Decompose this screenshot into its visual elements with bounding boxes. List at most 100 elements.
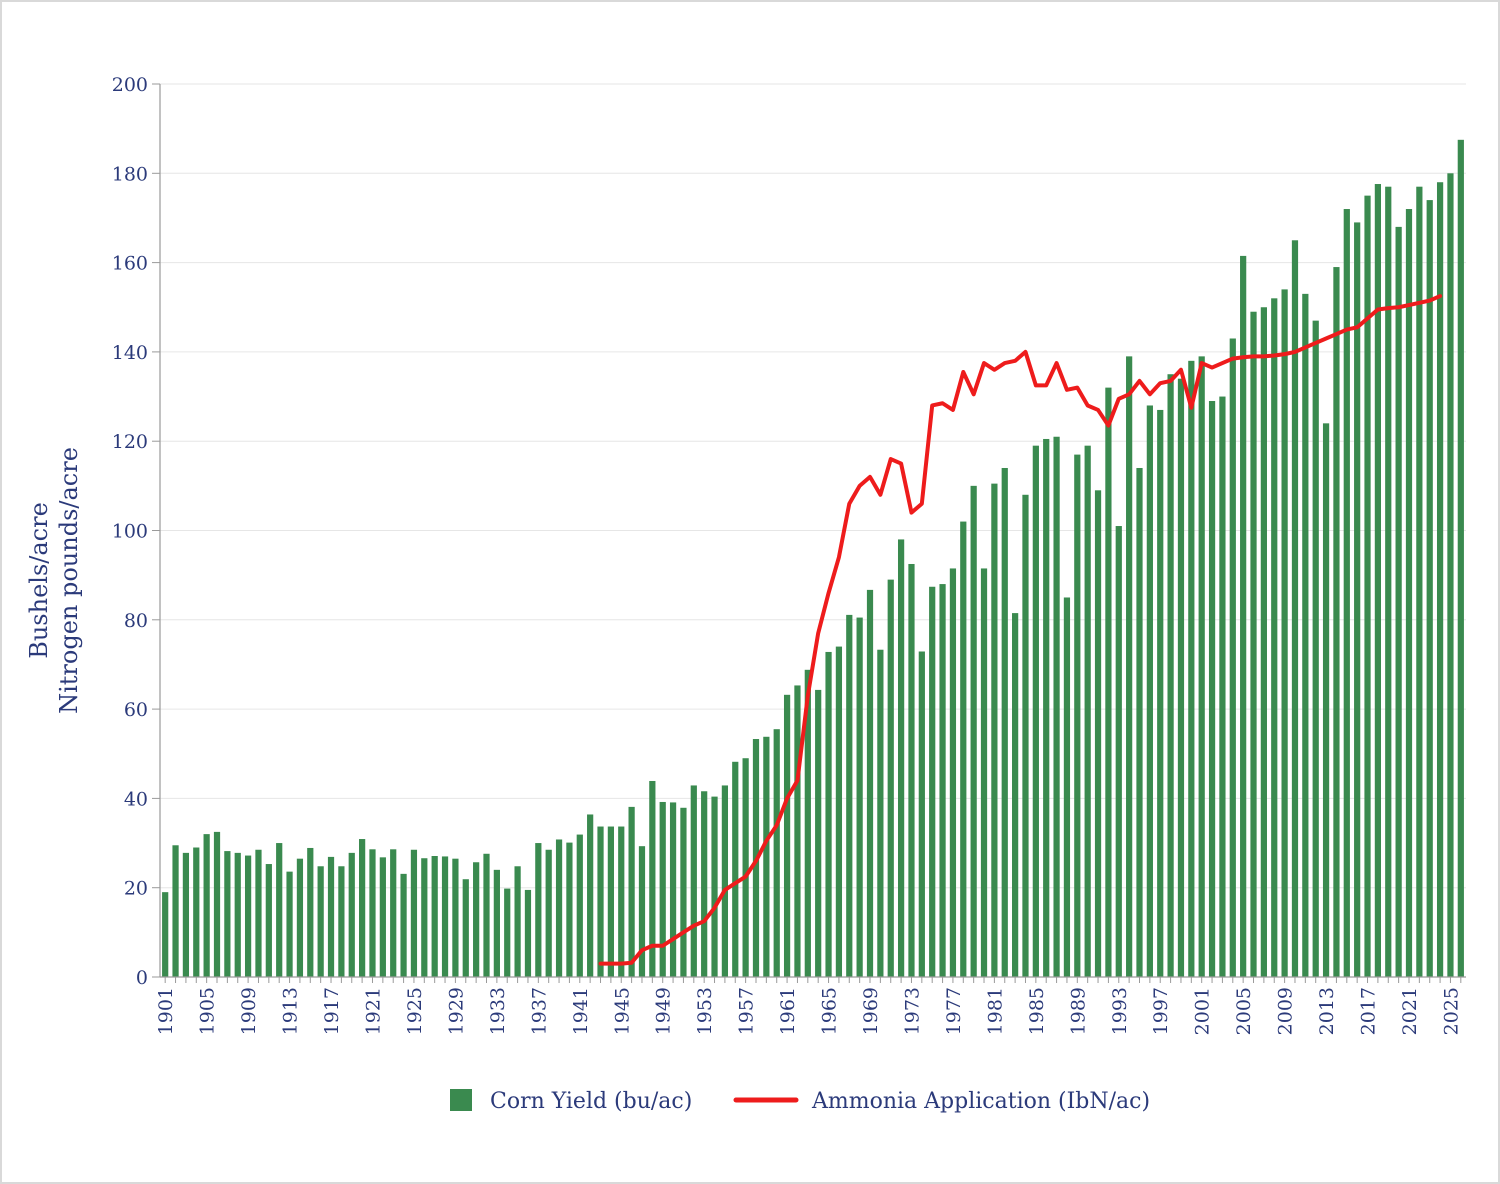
- bar-1926: [421, 858, 428, 977]
- x-tick-label-2025: 2025: [1440, 987, 1462, 1035]
- gridlines: [160, 83, 1466, 889]
- bar-1985: [1032, 445, 1039, 977]
- x-tick-labels: 1901 1905 1909 1913 1917 1921 1925 1929 1933 1937…: [155, 987, 1462, 1035]
- bar-1961: [783, 694, 791, 977]
- bar-1932: [483, 853, 490, 977]
- bar-1925: [410, 849, 418, 977]
- bar-1940: [566, 842, 573, 977]
- x-tick-label-1949: 1949: [653, 987, 675, 1035]
- bar-1992: [1105, 387, 1112, 977]
- x-tick-label-1969: 1969: [860, 987, 882, 1035]
- bar-1964: [815, 689, 822, 977]
- y-tick-label-60: 60: [124, 699, 148, 721]
- x-tick-label-1957: 1957: [736, 987, 758, 1035]
- bar-1963: [804, 669, 811, 977]
- bar-1935: [514, 866, 521, 977]
- x-tick-label-1909: 1909: [238, 987, 260, 1035]
- y-tick-label-120: 120: [112, 431, 148, 453]
- bar-1973: [908, 563, 915, 977]
- bar-2015: [1343, 209, 1350, 977]
- x-tick-label-1933: 1933: [487, 987, 509, 1035]
- corn-yield-bars: [162, 139, 1464, 978]
- bar-1980: [980, 568, 988, 977]
- y-tick-label-100: 100: [112, 521, 148, 543]
- bar-1987: [1053, 436, 1060, 977]
- bar-2011: [1302, 293, 1309, 977]
- bar-2013: [1322, 423, 1330, 978]
- x-tick-label-1977: 1977: [943, 987, 965, 1035]
- x-tick-label-1941: 1941: [570, 987, 592, 1035]
- bar-1931: [473, 862, 480, 977]
- bar-1921: [369, 849, 376, 977]
- bar-1954: [711, 796, 718, 977]
- bar-1986: [1043, 438, 1050, 978]
- bar-1912: [276, 843, 283, 977]
- bar-1929: [452, 858, 459, 977]
- y-tick-labels: 0 20 40 60 80 100 120 140 160 180 200: [112, 74, 148, 989]
- bar-1953: [701, 791, 708, 977]
- bar-2004: [1229, 338, 1236, 977]
- bar-1903: [182, 852, 190, 977]
- bar-1972: [897, 539, 905, 977]
- bar-1989: [1074, 454, 1081, 978]
- bar-1907: [224, 851, 231, 977]
- x-tick-label-1913: 1913: [280, 987, 302, 1035]
- bar-1924: [400, 873, 407, 977]
- bar-1977: [949, 568, 957, 977]
- bar-2020: [1395, 226, 1402, 977]
- bar-1996: [1146, 405, 1153, 978]
- bar-1939: [555, 839, 563, 977]
- bar-1934: [504, 888, 511, 977]
- bar-1916: [317, 866, 324, 977]
- bar-2009: [1281, 289, 1288, 977]
- bar-1979: [970, 485, 977, 977]
- bar-1951: [680, 807, 687, 977]
- bar-1971: [887, 579, 894, 977]
- bar-2010: [1291, 240, 1299, 977]
- bar-1945: [618, 826, 625, 977]
- x-tick-label-1993: 1993: [1109, 987, 1131, 1035]
- bar-1917: [327, 856, 335, 977]
- x-tick-label-1997: 1997: [1150, 987, 1172, 1035]
- legend-label-ammonia: Ammonia Application (IbN/ac): [811, 1089, 1150, 1114]
- bar-1970: [877, 649, 884, 977]
- x-tick-label-1929: 1929: [445, 987, 467, 1035]
- bar-1967: [846, 614, 853, 977]
- bar-1915: [307, 847, 314, 977]
- ammonia-line-group: [598, 294, 1443, 966]
- axes: [152, 83, 1466, 983]
- x-tick-label-1953: 1953: [694, 987, 716, 1035]
- x-tick-label-1925: 1925: [404, 987, 426, 1035]
- y-tick-label-140: 140: [112, 342, 148, 364]
- legend-label-corn-yield: Corn Yield (bu/ac): [490, 1089, 692, 1114]
- bar-2024: [1436, 182, 1444, 978]
- bar-1906: [213, 831, 221, 977]
- bar-2008: [1271, 298, 1278, 977]
- bar-1908: [234, 852, 241, 977]
- bar-1928: [441, 856, 449, 977]
- bar-1923: [390, 849, 397, 977]
- bar-2025: [1447, 173, 1454, 978]
- bar-2002: [1208, 401, 1216, 977]
- bar-2000: [1188, 360, 1195, 978]
- bar-1995: [1136, 467, 1143, 977]
- y-axis-title: Bushels/acre Nitrogen pounds/acre: [25, 447, 83, 714]
- y-tick-label-180: 180: [112, 163, 148, 185]
- bar-2005: [1240, 255, 1247, 977]
- x-tick-label-1961: 1961: [777, 987, 799, 1035]
- bar-1927: [431, 856, 438, 977]
- legend-swatch-corn-yield: [450, 1089, 472, 1111]
- bar-2018: [1374, 184, 1382, 977]
- x-tick-label-1905: 1905: [197, 987, 219, 1035]
- bar-1976: [939, 584, 946, 977]
- y-tick-label-160: 160: [112, 253, 148, 275]
- x-tick-label-2021: 2021: [1399, 987, 1421, 1035]
- bar-1905: [203, 834, 210, 977]
- bar-1909: [244, 855, 252, 977]
- bar-1974: [918, 651, 925, 977]
- bar-1969: [866, 589, 874, 977]
- bar-2006: [1250, 311, 1257, 978]
- bar-2001: [1198, 356, 1205, 977]
